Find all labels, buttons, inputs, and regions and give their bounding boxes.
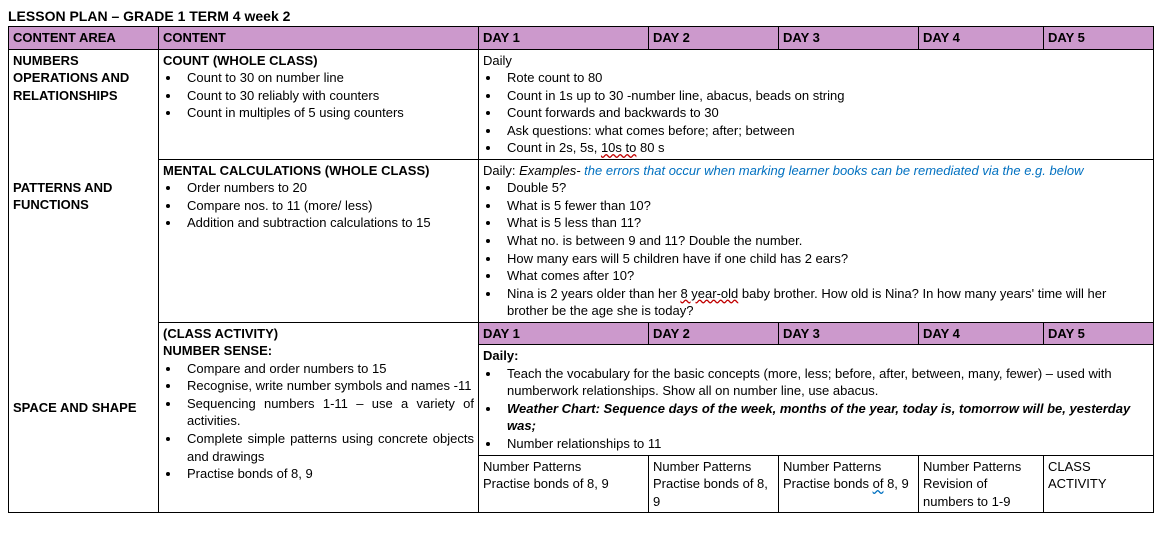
daily-count-list: Rote count to 80 Count in 1s up to 30 -n… [501,69,1149,157]
list-item: What is 5 fewer than 10? [501,197,1149,215]
daily-mental: Daily: Examples- the errors that occur w… [479,159,1154,322]
day5-cell: CLASS ACTIVITY [1044,455,1154,513]
day4-cell: Number Patterns Revision of numbers to 1… [919,455,1044,513]
area-numbers: NUMBERS OPERATIONS AND RELATIONSHIPS [9,49,159,159]
row-numbers-operations: NUMBERS OPERATIONS AND RELATIONSHIPS COU… [9,49,1154,159]
content-mental-title: MENTAL CALCULATIONS (WHOLE CLASS) [163,163,429,178]
col-day1: DAY 1 [479,27,649,50]
list-item: Recognise, write number symbols and name… [181,377,474,395]
col-content-area: CONTENT AREA [9,27,159,50]
list-item: Nina is 2 years older than her 8 year-ol… [501,285,1149,320]
list-item: Complete simple patterns using concrete … [181,430,474,465]
content-class-activity: (CLASS ACTIVITY) NUMBER SENSE: Compare a… [159,322,479,512]
daily-count: Daily Rote count to 80 Count in 1s up to… [479,49,1154,159]
content-count-title: COUNT (WHOLE CLASS) [163,53,318,68]
lesson-table: CONTENT AREA CONTENT DAY 1 DAY 2 DAY 3 D… [8,26,1154,513]
content-count: COUNT (WHOLE CLASS) Count to 30 on numbe… [159,49,479,159]
list-item: What no. is between 9 and 11? Double the… [501,232,1149,250]
list-item: Compare and order numbers to 15 [181,360,474,378]
area-patterns: PATTERNS AND FUNCTIONS [9,159,159,322]
col-day5: DAY 5 [1044,27,1154,50]
mid-day4: DAY 4 [919,322,1044,345]
daily-class-activity: Daily: Teach the vocabulary for the basi… [479,345,1154,455]
col-day2: DAY 2 [649,27,779,50]
list-item: Number relationships to 11 [501,435,1149,453]
area-continue [9,322,159,345]
day1-cell: Number Patterns Practise bonds of 8, 9 [479,455,649,513]
list-item: Order numbers to 20 [181,179,474,197]
daily-class-list: Teach the vocabulary for the basic conce… [501,365,1149,453]
content-count-list: Count to 30 on number line Count to 30 r… [181,69,474,122]
col-content: CONTENT [159,27,479,50]
col-day4: DAY 4 [919,27,1044,50]
class-activity-list: Compare and order numbers to 15 Recognis… [181,360,474,483]
examples-note: the errors that occur when marking learn… [584,163,1083,178]
list-item: Practise bonds of 8, 9 [181,465,474,483]
number-sense-title: NUMBER SENSE: [163,343,272,358]
list-item: Rote count to 80 [501,69,1149,87]
list-item: Compare nos. to 11 (more/ less) [181,197,474,215]
examples-label: Examples- [519,163,584,178]
list-item: Teach the vocabulary for the basic conce… [501,365,1149,400]
list-item: Count to 30 on number line [181,69,474,87]
content-mental-list: Order numbers to 20 Compare nos. to 11 (… [181,179,474,232]
list-item: Count in 2s, 5s, 10s to 80 s [501,139,1149,157]
daily-mental-prefix: Daily: [483,163,519,178]
mid-day5: DAY 5 [1044,322,1154,345]
list-item: Count in 1s up to 30 -number line, abacu… [501,87,1149,105]
list-item: Ask questions: what comes before; after;… [501,122,1149,140]
area-space-shape: SPACE AND SHAPE [9,345,159,455]
col-day3: DAY 3 [779,27,919,50]
content-mental: MENTAL CALCULATIONS (WHOLE CLASS) Order … [159,159,479,322]
list-item: Count forwards and backwards to 30 [501,104,1149,122]
list-item: Count to 30 reliably with counters [181,87,474,105]
day3-cell: Number Patterns Practise bonds of 8, 9 [779,455,919,513]
list-item: What comes after 10? [501,267,1149,285]
mid-header-row: (CLASS ACTIVITY) NUMBER SENSE: Compare a… [9,322,1154,345]
row-patterns-functions: PATTERNS AND FUNCTIONS MENTAL CALCULATIO… [9,159,1154,322]
list-item: Weather Chart: Sequence days of the week… [501,400,1149,435]
list-item: Double 5? [501,179,1149,197]
list-item: How many ears will 5 children have if on… [501,250,1149,268]
area-continue2 [9,455,159,513]
table-header-row: CONTENT AREA CONTENT DAY 1 DAY 2 DAY 3 D… [9,27,1154,50]
mid-day2: DAY 2 [649,322,779,345]
class-activity-title: (CLASS ACTIVITY) [163,326,278,341]
list-item: Sequencing numbers 1-11 – use a variety … [181,395,474,430]
daily-label: Daily: [483,348,518,363]
list-item: What is 5 less than 11? [501,214,1149,232]
daily-label: Daily [483,53,512,68]
list-item: Count in multiples of 5 using counters [181,104,474,122]
page-title: LESSON PLAN – GRADE 1 TERM 4 week 2 [8,8,1147,24]
day2-cell: Number Patterns Practise bonds of 8, 9 [649,455,779,513]
daily-mental-list: Double 5? What is 5 fewer than 10? What … [501,179,1149,319]
mid-day3: DAY 3 [779,322,919,345]
list-item: Addition and subtraction calculations to… [181,214,474,232]
mid-day1: DAY 1 [479,322,649,345]
